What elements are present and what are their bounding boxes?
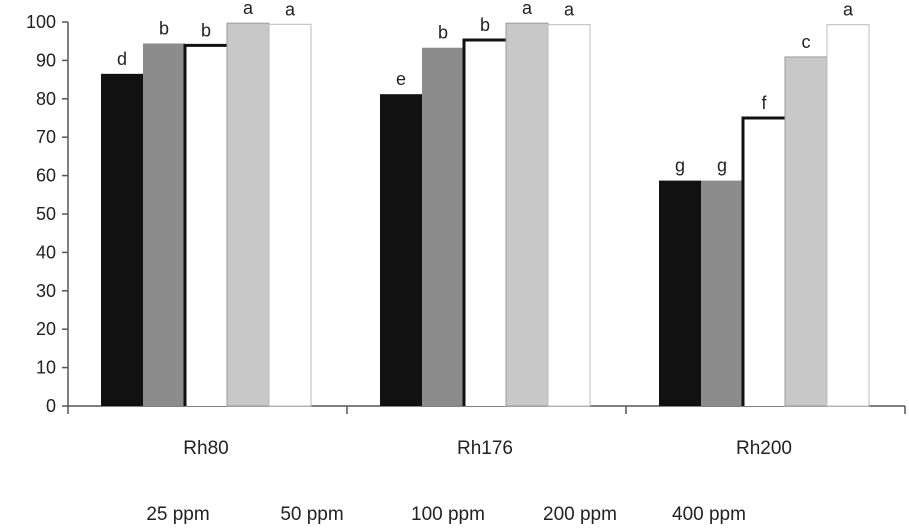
x-tick-label: Rh200 [736,438,792,459]
significance-letter: a [522,0,533,18]
x-tick-label: Rh176 [457,438,513,459]
x-tick-label: Rh80 [183,438,228,459]
significance-letter: e [396,69,406,89]
bar-outline [462,38,506,406]
bar [226,22,270,407]
legend-entry: 100 ppm [411,504,485,525]
significance-letter: f [761,93,767,113]
bar [826,24,870,407]
axes: 0 10 20 30 40 50 60 70 80 90 100 Rh80 Rh176 Rh200 [26,12,906,459]
bar [185,45,227,406]
y-tick-label: 100 [26,12,56,32]
y-tick-label: 0 [46,396,56,416]
significance-letters: d b b a a e b b a a g g f c a [117,0,854,176]
significance-letter: a [564,0,575,20]
bar [268,23,312,407]
significance-letter: b [480,15,490,35]
significance-letter: b [159,19,169,39]
bar [505,22,549,407]
y-tick-label: 40 [36,242,56,262]
y-tick-label: 80 [36,89,56,109]
significance-letter: a [843,0,854,20]
legend-entry: 50 ppm [280,504,343,525]
significance-letter: c [802,32,811,52]
y-tick-label: 90 [36,50,56,70]
legend-entry: 200 ppm [543,504,617,525]
significance-letter: a [243,0,254,18]
significance-letter: g [675,156,685,176]
y-tick-label: 30 [36,281,56,301]
significance-letter: d [117,49,127,69]
y-tick-label: 50 [36,204,56,224]
bar-outline [741,116,785,406]
legend: 25 ppm 50 ppm 100 ppm 200 ppm 400 ppm [146,504,746,525]
significance-letter: b [438,23,448,43]
y-tick-label: 20 [36,319,56,339]
bars [101,22,870,407]
significance-letter: b [201,20,211,40]
bar-outline [183,43,227,406]
bar [743,118,785,406]
bar [659,180,701,406]
y-tick-label: 60 [36,166,56,186]
legend-entry: 400 ppm [672,504,746,525]
significance-letter: g [717,156,727,176]
significance-letter: a [285,0,296,19]
bar [422,47,464,407]
y-tick-label: 10 [36,358,56,378]
y-tick-label: 70 [36,127,56,147]
bar [784,56,828,407]
bar [464,40,506,406]
bar [380,94,422,406]
legend-entry: 25 ppm [146,504,209,525]
bar [701,180,743,406]
bar [101,73,143,406]
bar [547,24,591,407]
bar [143,43,185,407]
